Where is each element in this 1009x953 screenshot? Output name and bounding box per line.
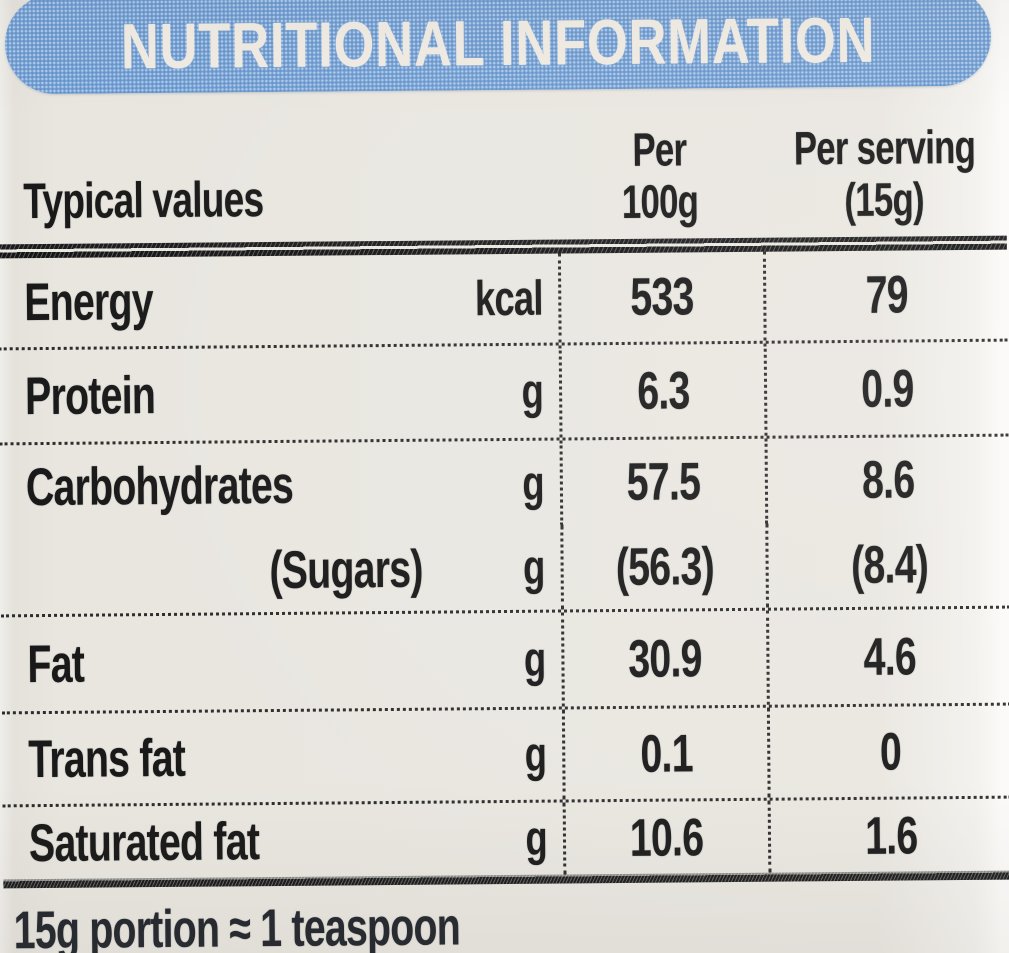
row-name: (Sugars) [269, 539, 423, 600]
row-per-100g: 30.9 [561, 610, 767, 707]
row-per-serving: 0 [766, 705, 1009, 798]
row-per-100g: (56.3) [560, 523, 766, 610]
row-unit: g [522, 456, 545, 511]
nutrition-table: Typical values Per 100g Per serving (15g… [0, 94, 1009, 953]
table-row-sugars: (Sugars) g (56.3) (8.4) [0, 521, 1009, 618]
label-title: NUTRITIONAL INFORMATION [120, 3, 876, 83]
table-row-saturated-fat: Saturated fat g 10.6 1.6 [3, 798, 1009, 880]
row-name: Trans fat [28, 728, 186, 789]
row-per-serving: 79 [762, 249, 1008, 341]
row-name: Fat [27, 634, 85, 694]
header-band: NUTRITIONAL INFORMATION [4, 0, 992, 95]
row-unit: kcal [474, 271, 543, 326]
per-serving-header: Per serving (15g) [793, 119, 976, 227]
row-per-serving: 4.6 [766, 608, 1009, 705]
row-per-serving: 8.6 [764, 436, 1009, 524]
row-per-100g: 57.5 [559, 438, 766, 526]
row-unit: g [524, 727, 547, 782]
unit-column-header [456, 230, 558, 231]
portion-footnote: 15g portion ≈ 1 teaspoon [13, 897, 461, 953]
table-row-carbohydrates: Carbohydrates g 57.5 8.6 [0, 436, 1009, 531]
row-per-serving: 1.6 [767, 798, 1009, 873]
table-header-row: Typical values Per 100g Per serving (15g… [0, 94, 1007, 245]
row-per-serving: 0.9 [763, 341, 1009, 436]
row-name: Carbohydrates [25, 455, 294, 518]
row-name: Energy [24, 272, 154, 333]
table-row-energy: Energy kcal 533 79 [0, 249, 1008, 351]
row-per-100g: 6.3 [558, 343, 765, 438]
table-row-protein: Protein g 6.3 0.9 [0, 341, 1009, 446]
row-name: Protein [24, 365, 156, 426]
row-per-serving: (8.4) [765, 521, 1009, 608]
row-unit: g [525, 811, 548, 866]
table-row-trans-fat: Trans fat g 0.1 0 [1, 705, 1009, 808]
row-per-100g: 0.1 [561, 707, 768, 800]
row-unit: g [523, 632, 546, 687]
row-per-100g: 533 [557, 251, 764, 343]
table-row-fat: Fat g 30.9 4.6 [1, 608, 1009, 715]
row-unit: g [521, 364, 544, 419]
row-per-100g: 10.6 [562, 800, 769, 875]
typical-values-header: Typical values [23, 171, 264, 230]
row-unit: g [522, 540, 545, 595]
per-100g-header: Per 100g [621, 122, 699, 229]
row-name: Saturated fat [28, 811, 260, 873]
